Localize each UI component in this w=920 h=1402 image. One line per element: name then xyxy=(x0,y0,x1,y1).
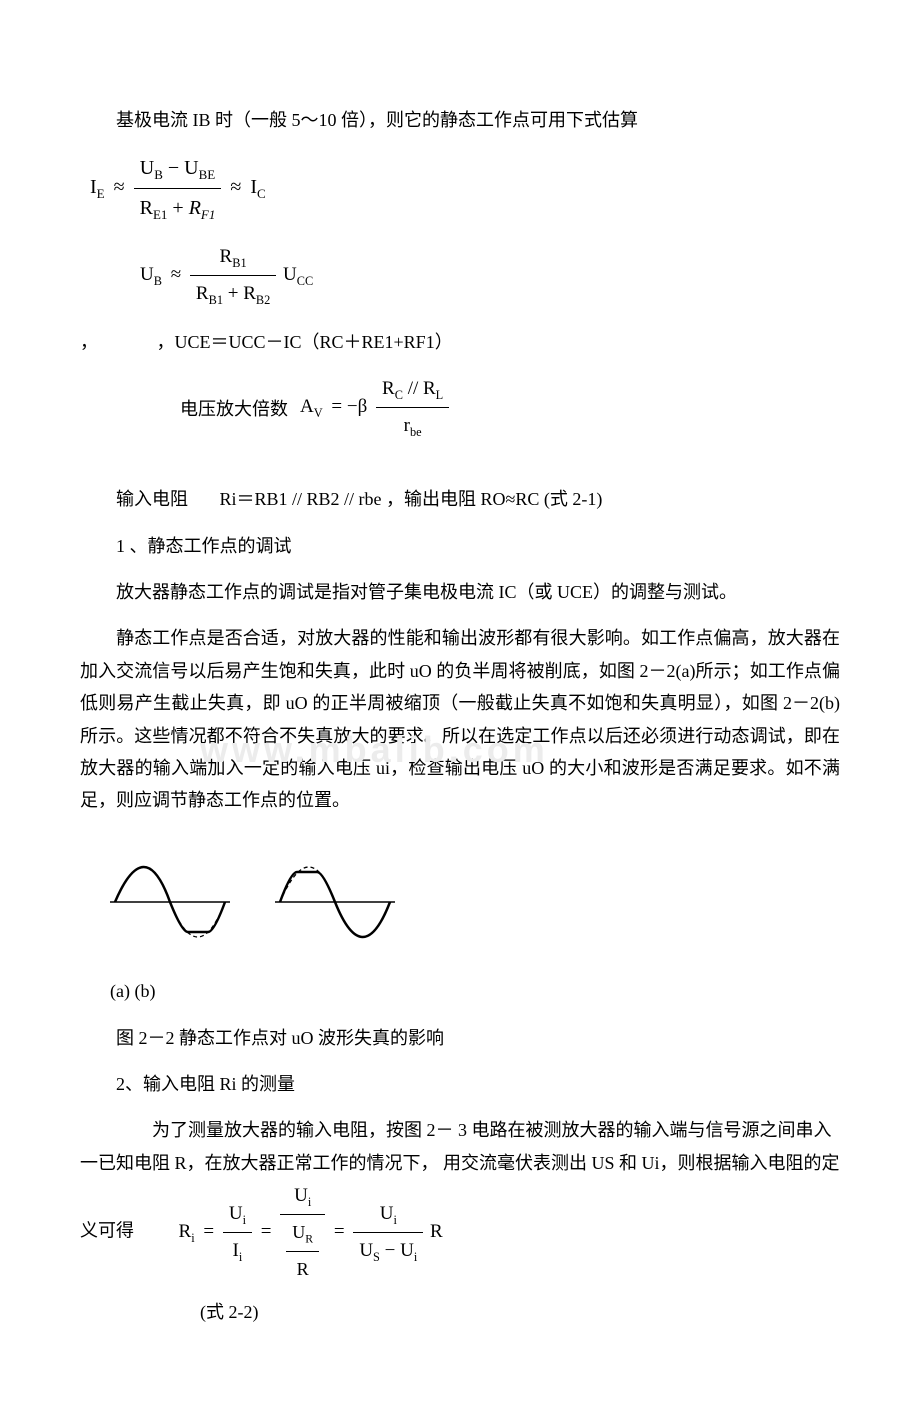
eq-label-2-2: (式 2-2) xyxy=(200,1296,840,1328)
equation-uce-line: ， ，UCE＝UCC－IC（RC＋RE1+RF1） xyxy=(80,326,840,358)
para-ri-ro: 输入电阻 Ri＝RB1 // RB2 // rbe ，输出电阻 RO≈RC (式… xyxy=(80,483,840,515)
heading-input-resistance: 2、输入电阻 Ri 的测量 xyxy=(80,1068,840,1100)
eq4-frac: RC // RL rbe xyxy=(376,372,449,443)
wave-b-solid xyxy=(280,872,390,937)
eq2-rhs: UCC xyxy=(281,264,313,285)
p3-text: 静态工作点是否合适，对放大器的性能和输出波形都有很大影响。如工作点偏高，放大器在… xyxy=(80,628,840,810)
eq4-eq: = −β xyxy=(327,396,371,417)
eq4-lhs: AV xyxy=(300,396,323,417)
para-static-test: 放大器静态工作点的调试是指对管子集电极电流 IC（或 UCE）的调整与测试。 xyxy=(80,576,840,608)
waveform-svg xyxy=(100,837,420,957)
eq1-lhs: IE xyxy=(90,176,105,198)
para-ib: 基极电流 IB 时（一般 5～10 倍），则它的静态工作点可用下式估算 xyxy=(80,104,840,136)
eq1-rhs: IC xyxy=(250,176,265,198)
waveform-figures xyxy=(100,837,840,967)
block-ri-measure: 为了测量放大器的输入电阻，按图 2－ 3 电路在被测放大器的输入端与信号源之间串… xyxy=(80,1114,840,1285)
caption-ab: (a) (b) xyxy=(110,975,840,1007)
wave-a-solid xyxy=(115,867,225,932)
eq2-frac: RB1 RB1 + RB2 xyxy=(190,240,276,311)
equation-av: 电压放大倍数 AV = −β RC // RL rbe xyxy=(180,372,840,443)
eq1-frac: UB − UBE RE1 + RF1 xyxy=(134,150,222,226)
eq-label-2-1: (式 2-1) xyxy=(544,489,602,509)
eq2-approx: ≈ xyxy=(167,264,185,285)
equation-ie: IE ≈ UB − UBE RE1 + RF1 ≈ IC xyxy=(90,150,840,226)
heading-static-point: 1 、静态工作点的调试 xyxy=(80,530,840,562)
eq4-label: 电压放大倍数 xyxy=(180,393,288,443)
eq1-approx: ≈ xyxy=(110,176,129,198)
equation-ri: Ri = Ui Ii = Ui UR R = Ui US − Ui R xyxy=(179,1179,443,1285)
caption-fig-2-2: 图 2－2 静态工作点对 uO 波形失真的影响 xyxy=(80,1022,840,1054)
ri-text: 输入电阻 Ri＝RB1 // RB2 // rbe ，输出电阻 RO≈RC xyxy=(116,489,544,509)
eq2-lhs: UB xyxy=(140,264,162,285)
equation-ub: UB ≈ RB1 RB1 + RB2 UCC xyxy=(140,240,840,311)
para-static-explain: 静态工作点是否合适，对放大器的性能和输出波形都有很大影响。如工作点偏高，放大器在… xyxy=(80,622,840,816)
eq1-approx2: ≈ xyxy=(226,176,245,198)
